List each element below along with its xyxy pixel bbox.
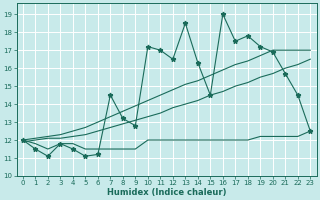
X-axis label: Humidex (Indice chaleur): Humidex (Indice chaleur): [107, 188, 226, 197]
